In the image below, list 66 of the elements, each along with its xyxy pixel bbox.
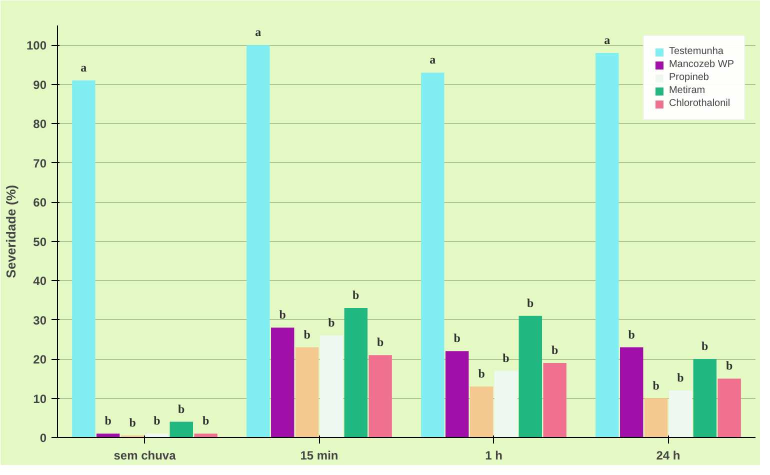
data-label: b (352, 288, 360, 302)
data-label: b (702, 339, 709, 354)
data-label: b (304, 327, 311, 342)
data-label: b (129, 416, 136, 430)
x-tick-label: sem chuva (114, 448, 176, 462)
bar (194, 434, 218, 438)
bar (446, 351, 469, 438)
bar (693, 359, 716, 438)
data-label: a (80, 60, 87, 74)
y-tick-label: 60 (33, 196, 47, 210)
data-label: b (154, 414, 161, 428)
data-label: b (478, 366, 486, 380)
bar (543, 362, 566, 438)
data-label: a (430, 52, 436, 67)
data-label: b (454, 331, 461, 346)
data-label: b (726, 358, 733, 373)
data-label: a (604, 32, 610, 47)
data-label: a (255, 25, 262, 40)
bar (72, 80, 96, 438)
y-tick-label: 10 (33, 392, 47, 406)
legend-label: Metiram (668, 85, 706, 96)
data-label: b (677, 370, 684, 384)
y-tick-label: 70 (33, 156, 47, 170)
data-label: b (502, 350, 510, 365)
data-label: b (628, 327, 636, 342)
y-tick-label: 90 (33, 78, 47, 92)
y-tick-label: 80 (33, 117, 47, 132)
bar (368, 355, 392, 438)
bar (644, 398, 668, 438)
legend-label: Mancozeb WP (668, 59, 734, 70)
y-tick-label: 30 (33, 313, 47, 328)
y-tick-label: 50 (33, 234, 47, 249)
bar (344, 308, 368, 438)
bar (718, 378, 741, 438)
bar (246, 45, 270, 438)
legend-label: Propineb (668, 72, 709, 83)
y-tick-label: 0 (40, 431, 47, 445)
bar (295, 347, 319, 438)
data-label: b (328, 315, 336, 330)
data-label: b (551, 342, 558, 357)
data-label: b (527, 296, 534, 310)
legend-label: Chlorothalonil (668, 98, 730, 109)
data-label: b (202, 414, 210, 428)
bar (421, 72, 444, 438)
data-label: b (376, 335, 384, 350)
bar (320, 335, 344, 438)
data-label: b (104, 414, 112, 428)
x-tick-label: 24 h (656, 448, 680, 462)
legend-label: Testemunha (668, 46, 724, 57)
bar (596, 52, 619, 438)
bar (170, 422, 193, 438)
x-tick-label: 1 h (485, 448, 502, 462)
bar (271, 328, 294, 438)
bar (518, 316, 542, 438)
bar (668, 390, 692, 438)
x-tick-label: 15 min (300, 448, 338, 462)
bar (494, 370, 518, 438)
y-tick-label: 100 (26, 38, 47, 53)
data-label: b (652, 378, 660, 392)
y-tick-label: 20 (33, 352, 47, 367)
y-axis-title: Severidade (%) (3, 184, 18, 278)
data-label: b (279, 308, 286, 322)
bar (470, 386, 494, 438)
bar (620, 347, 644, 438)
data-label: b (178, 402, 186, 416)
y-tick-label: 40 (33, 274, 47, 288)
